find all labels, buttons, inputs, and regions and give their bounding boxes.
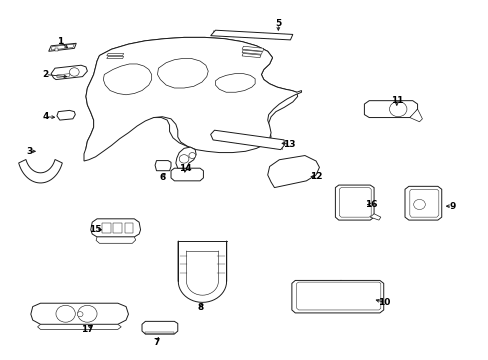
Circle shape xyxy=(78,305,97,322)
Polygon shape xyxy=(86,37,297,153)
Polygon shape xyxy=(31,303,128,324)
Circle shape xyxy=(56,305,75,322)
Polygon shape xyxy=(96,237,136,243)
Text: 17: 17 xyxy=(81,325,94,334)
Polygon shape xyxy=(55,48,58,51)
Polygon shape xyxy=(103,64,151,95)
Polygon shape xyxy=(106,57,123,58)
Text: 9: 9 xyxy=(448,202,455,211)
Text: 10: 10 xyxy=(378,298,390,307)
Text: 11: 11 xyxy=(390,96,402,105)
Polygon shape xyxy=(91,219,140,237)
Circle shape xyxy=(389,102,406,117)
Text: 3: 3 xyxy=(26,147,32,156)
Polygon shape xyxy=(142,321,178,334)
Polygon shape xyxy=(38,324,121,329)
Text: 4: 4 xyxy=(42,112,48,121)
Text: 16: 16 xyxy=(364,200,377,209)
Text: 7: 7 xyxy=(153,338,160,347)
Polygon shape xyxy=(364,101,417,118)
Polygon shape xyxy=(155,161,171,171)
Polygon shape xyxy=(51,65,87,80)
Polygon shape xyxy=(242,50,262,54)
Text: 12: 12 xyxy=(309,172,322,181)
Polygon shape xyxy=(84,37,301,161)
Polygon shape xyxy=(404,186,441,220)
Polygon shape xyxy=(171,168,203,181)
Polygon shape xyxy=(242,46,264,51)
Circle shape xyxy=(413,199,425,210)
Text: 14: 14 xyxy=(179,164,191,173)
Text: 13: 13 xyxy=(283,140,295,149)
Circle shape xyxy=(69,68,79,76)
Polygon shape xyxy=(242,53,261,58)
Polygon shape xyxy=(57,111,75,120)
Polygon shape xyxy=(409,109,422,122)
Polygon shape xyxy=(19,159,62,183)
Polygon shape xyxy=(215,74,255,92)
Polygon shape xyxy=(210,30,292,40)
Polygon shape xyxy=(369,214,380,220)
Circle shape xyxy=(188,153,195,158)
Polygon shape xyxy=(157,58,208,88)
Text: 8: 8 xyxy=(198,303,203,312)
Circle shape xyxy=(77,312,83,317)
Polygon shape xyxy=(267,156,319,188)
Polygon shape xyxy=(210,130,284,150)
Polygon shape xyxy=(176,147,196,168)
Text: 2: 2 xyxy=(42,70,48,79)
Text: 15: 15 xyxy=(89,225,102,234)
Polygon shape xyxy=(49,43,76,51)
Text: 6: 6 xyxy=(159,174,165,183)
Polygon shape xyxy=(106,53,123,55)
Text: 5: 5 xyxy=(275,19,281,28)
Polygon shape xyxy=(335,185,373,220)
Polygon shape xyxy=(291,280,383,313)
Circle shape xyxy=(179,155,188,163)
Text: 1: 1 xyxy=(57,37,63,46)
